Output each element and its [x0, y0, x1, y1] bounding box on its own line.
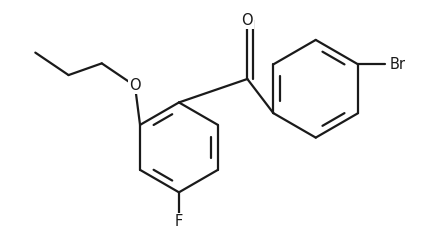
Text: O: O [241, 13, 253, 28]
Text: O: O [129, 78, 141, 93]
Text: Br: Br [388, 57, 404, 72]
Text: F: F [174, 214, 183, 229]
